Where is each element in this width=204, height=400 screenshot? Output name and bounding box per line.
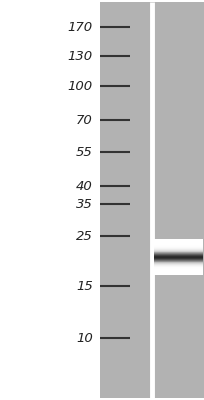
Bar xyxy=(154,271,203,272)
Text: 70: 70 xyxy=(76,114,93,126)
Bar xyxy=(154,273,203,274)
Bar xyxy=(154,260,203,261)
Bar xyxy=(154,252,203,253)
Bar xyxy=(154,247,203,248)
Text: 100: 100 xyxy=(68,80,93,92)
Bar xyxy=(154,272,203,273)
Text: 25: 25 xyxy=(76,230,93,242)
Bar xyxy=(154,246,203,247)
Bar xyxy=(154,257,203,258)
Bar xyxy=(154,243,203,244)
Bar xyxy=(154,263,203,264)
Bar xyxy=(154,265,203,266)
Bar xyxy=(154,256,203,257)
Bar xyxy=(154,262,203,263)
Bar xyxy=(154,244,203,245)
Bar xyxy=(154,269,203,270)
Bar xyxy=(154,248,203,249)
Bar xyxy=(154,241,203,242)
Bar xyxy=(154,253,203,254)
Text: 40: 40 xyxy=(76,180,93,192)
Text: 170: 170 xyxy=(68,21,93,34)
Bar xyxy=(154,245,203,246)
Text: 55: 55 xyxy=(76,146,93,158)
Bar xyxy=(154,259,203,260)
Text: 130: 130 xyxy=(68,50,93,62)
Bar xyxy=(154,255,203,256)
Bar xyxy=(154,270,203,271)
Text: 35: 35 xyxy=(76,198,93,210)
Bar xyxy=(154,242,203,243)
Bar xyxy=(154,251,203,252)
Bar xyxy=(154,267,203,268)
Text: 15: 15 xyxy=(76,280,93,292)
Bar xyxy=(154,258,203,259)
Bar xyxy=(154,264,203,265)
Text: 10: 10 xyxy=(76,332,93,344)
Bar xyxy=(154,239,203,240)
Bar xyxy=(154,274,203,275)
Bar xyxy=(154,254,203,255)
Bar xyxy=(154,266,203,267)
Bar xyxy=(154,240,203,241)
Bar xyxy=(100,2,204,398)
Bar xyxy=(154,250,203,251)
Bar xyxy=(154,261,203,262)
Bar xyxy=(154,249,203,250)
Bar xyxy=(154,268,203,269)
